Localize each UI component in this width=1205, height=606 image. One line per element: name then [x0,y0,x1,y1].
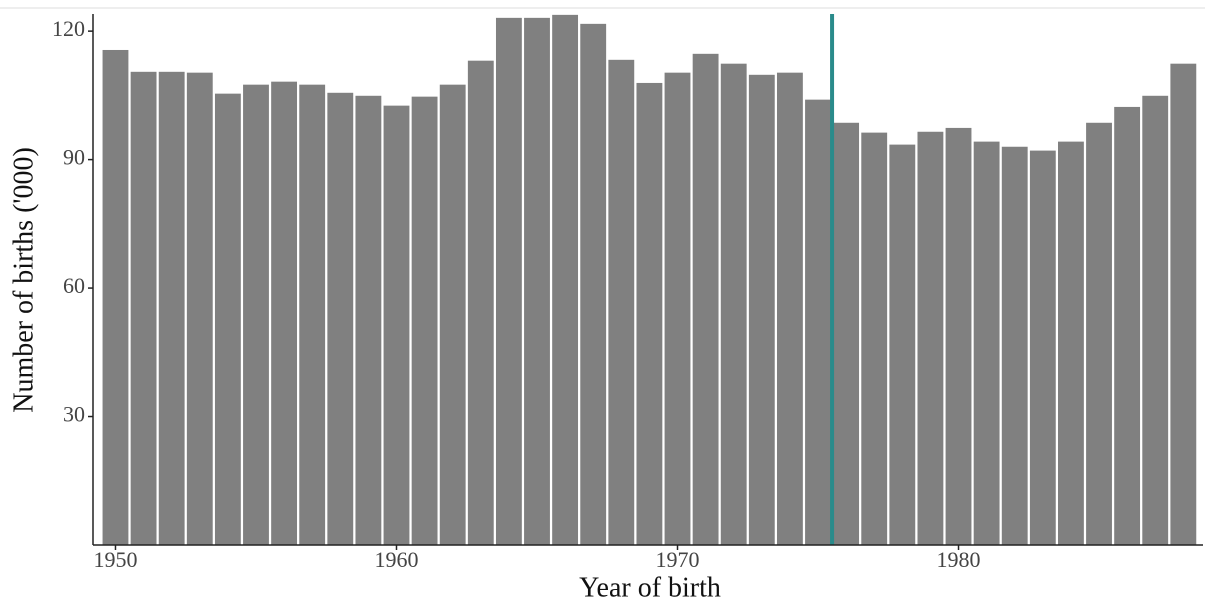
bar [776,72,803,546]
bar [636,82,663,546]
bar [720,63,747,545]
bar [102,49,129,545]
bar [243,84,269,545]
bar [214,93,241,546]
y-tick-label: 30 [63,402,85,427]
bar [889,144,916,545]
bar [158,71,185,545]
bar [1029,150,1056,545]
bar [130,71,157,545]
bar [383,105,410,545]
bar [1001,146,1028,545]
bar [1142,95,1169,545]
bar [945,127,972,545]
x-tick-label: 1970 [656,547,700,572]
bar [833,122,860,546]
bar [805,99,831,545]
bar [861,132,888,546]
bar [327,92,354,545]
bar [186,72,213,546]
x-tick-label: 1950 [93,547,137,572]
bar [467,60,494,546]
bar [580,23,607,546]
bar [748,74,775,545]
bar [1170,63,1197,545]
bar [439,84,466,545]
bar [917,131,944,546]
bar [552,14,579,546]
bar [973,141,1000,545]
bar [1114,106,1141,546]
bar [495,17,522,546]
bar [524,17,550,546]
bar [692,53,719,545]
x-axis-title: Year of birth [579,572,721,603]
bar [411,96,438,545]
bar [1057,141,1084,545]
x-tick-label: 1960 [374,547,418,572]
y-tick-label: 120 [52,16,85,41]
bar [664,72,691,546]
x-tick-label: 1980 [937,547,981,572]
bar [1086,122,1112,546]
bar [271,81,298,546]
bar [608,59,635,545]
bar [355,95,382,545]
bar [299,84,326,545]
y-tick-label: 90 [63,145,85,170]
y-axis-title: Number of births ('000) [8,147,39,413]
y-tick-label: 60 [63,273,85,298]
